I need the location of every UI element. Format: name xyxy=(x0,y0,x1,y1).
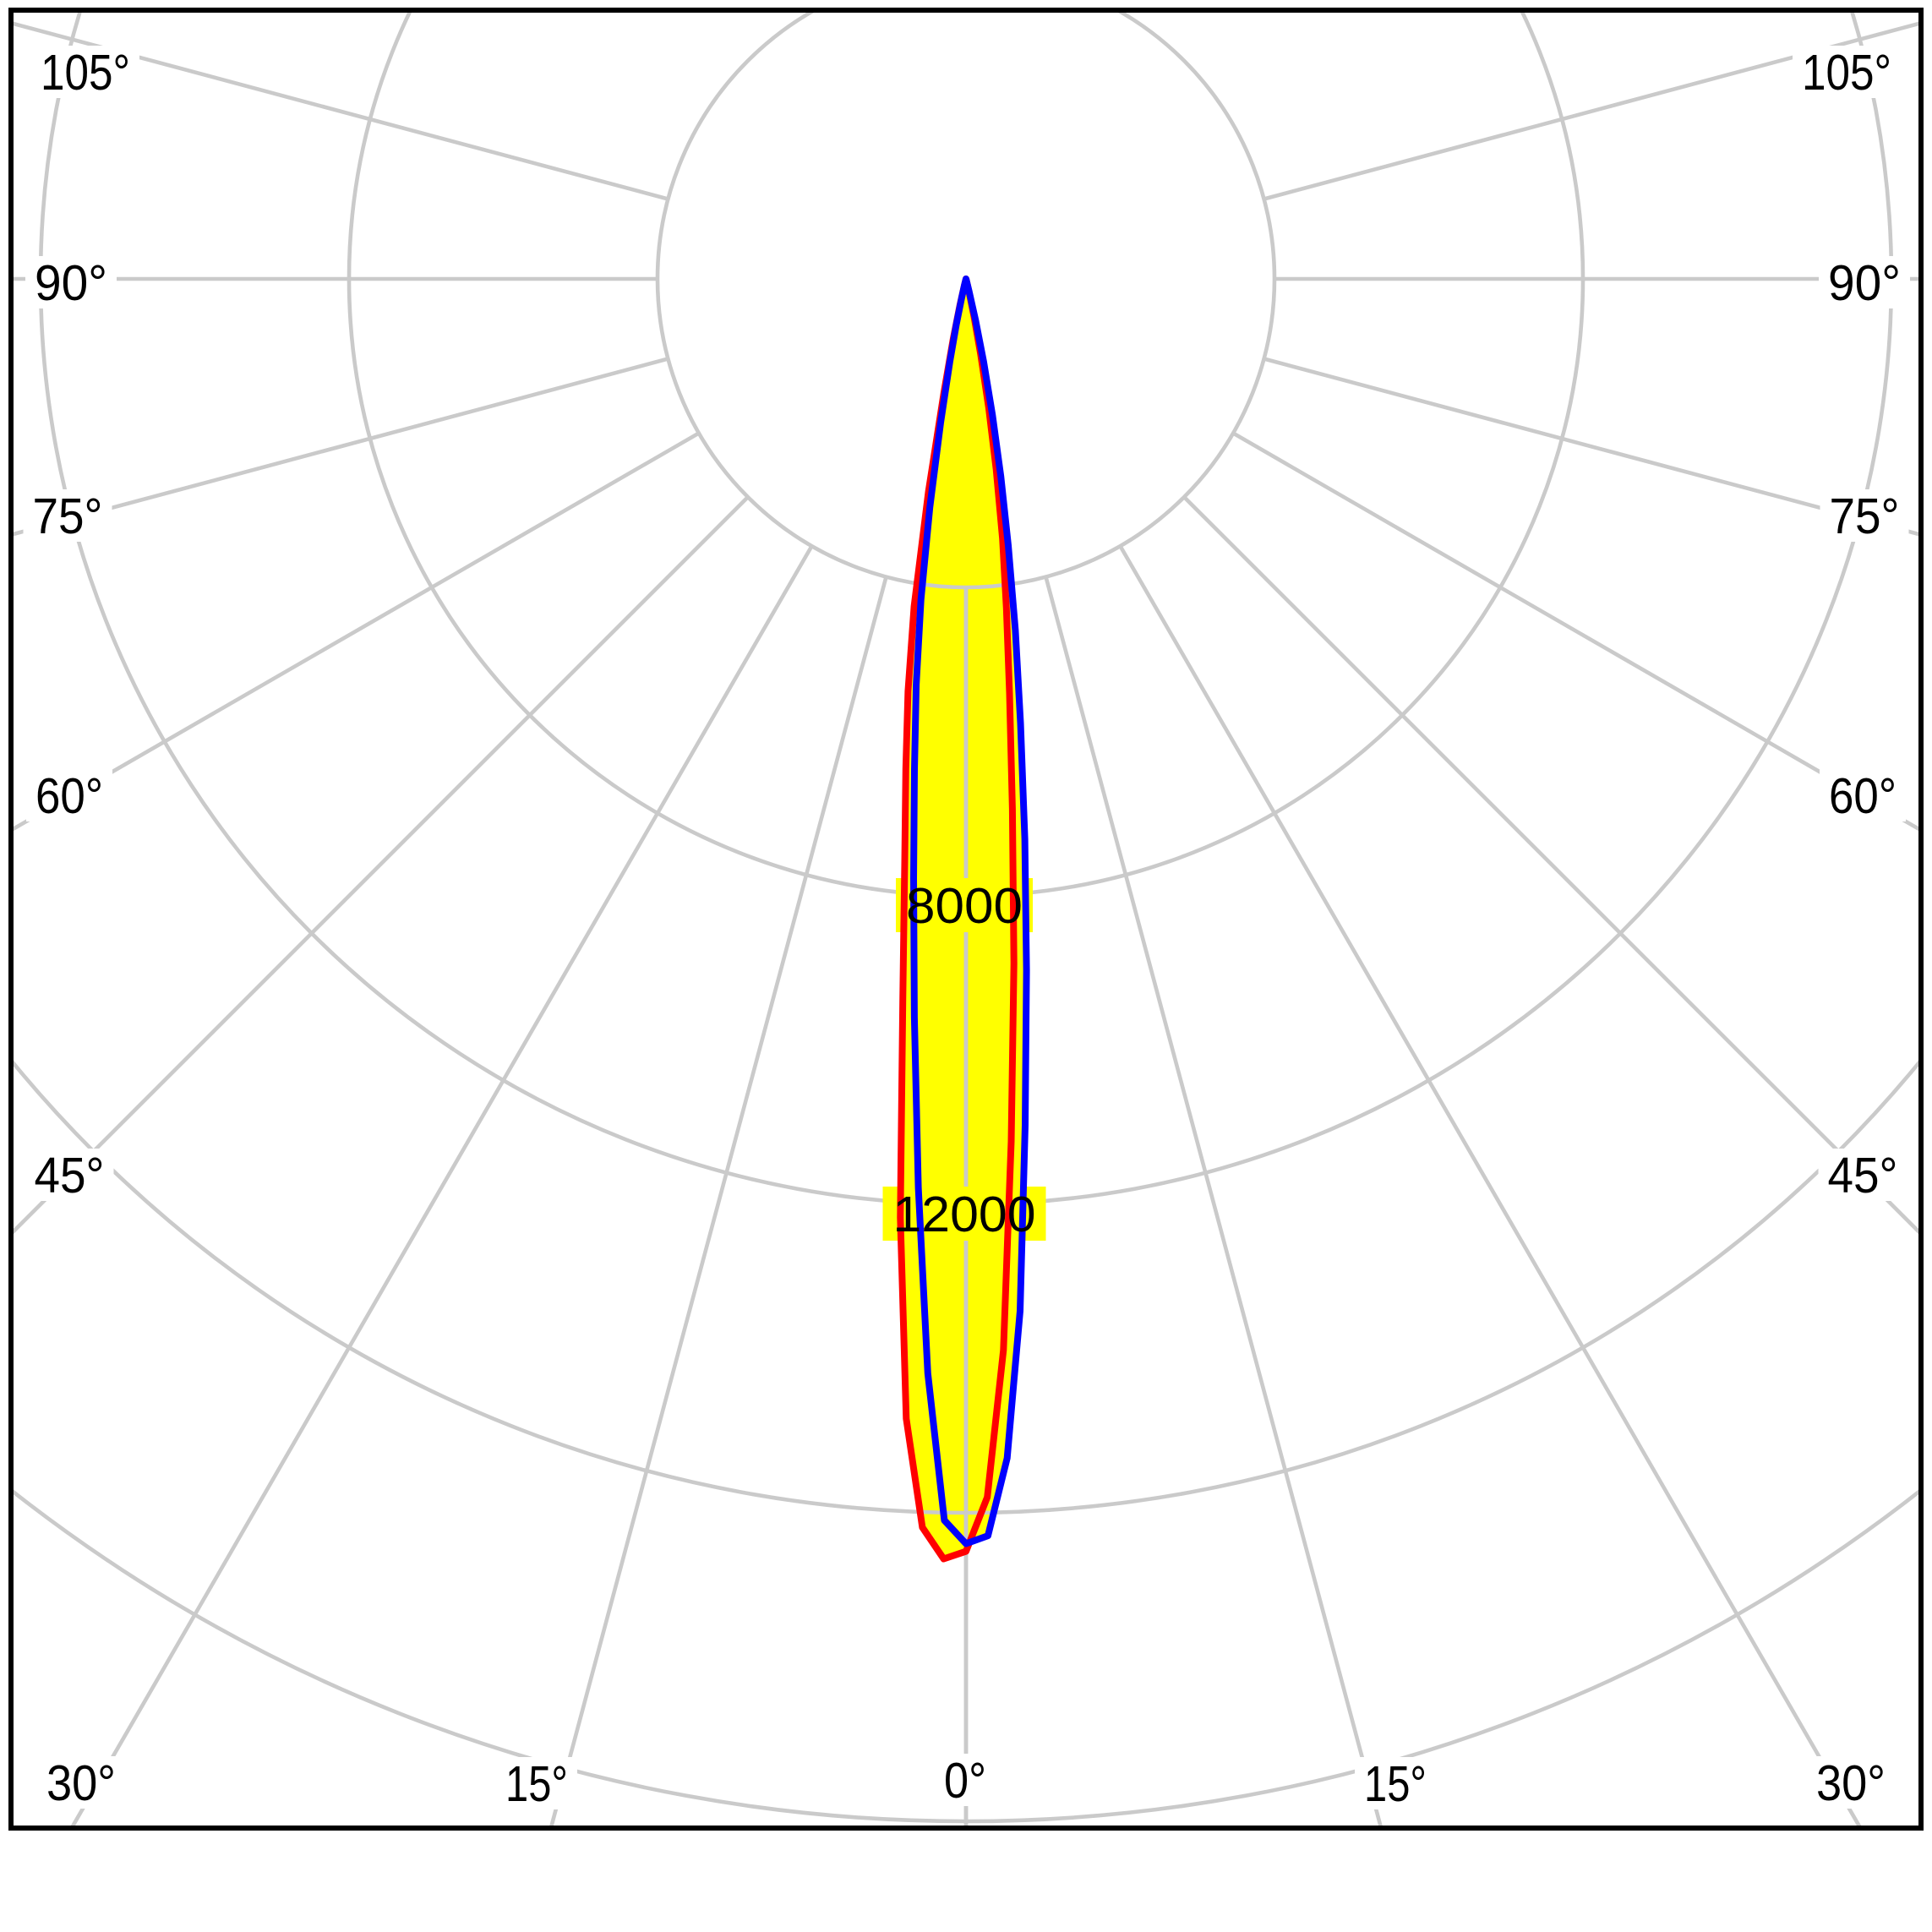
radial-line-15-left xyxy=(548,576,888,1828)
angle-label-box xyxy=(1818,1149,1907,1201)
angle-label: 105° xyxy=(41,45,130,101)
angle-label: 90° xyxy=(35,255,107,311)
angle-label-box xyxy=(1807,1756,1895,1809)
angle-label-box xyxy=(23,489,112,542)
radial-line-75-right xyxy=(1263,357,1921,538)
angle-label: 45° xyxy=(35,1148,105,1203)
radial-line-60-left xyxy=(11,431,701,833)
radial-line-30-left xyxy=(69,544,814,1828)
angle-label: 75° xyxy=(33,488,103,544)
radial-line-15-right xyxy=(1044,576,1384,1828)
angle-label-box xyxy=(1793,46,1901,98)
angle-label-box xyxy=(26,769,112,821)
angle-label: 0° xyxy=(944,1753,986,1809)
angle-label: 105° xyxy=(1802,45,1891,101)
angle-label-box xyxy=(1355,1757,1436,1809)
radial-line-45-right xyxy=(1182,495,1921,1237)
ring-value-label: 12000 xyxy=(893,1187,1036,1242)
angle-label: 15° xyxy=(1364,1756,1427,1812)
angle-label: 30° xyxy=(1816,1755,1886,1811)
radial-line-60-right xyxy=(1231,431,1921,833)
ring-value-label: 8000 xyxy=(906,878,1023,934)
angle-label: 45° xyxy=(1828,1148,1898,1203)
ring-label-box xyxy=(882,1187,1046,1241)
radial-line-30-right xyxy=(1118,544,1863,1828)
angle-label: 60° xyxy=(1829,768,1897,824)
angle-label-box xyxy=(935,1754,996,1806)
radial-line-105-right xyxy=(1263,20,1921,201)
angle-label-box xyxy=(31,46,139,98)
angle-label-box xyxy=(1819,256,1910,308)
angle-label-box xyxy=(37,1756,125,1809)
angle-label-box xyxy=(1820,489,1909,542)
angle-label-box xyxy=(1820,769,1906,821)
angle-label: 60° xyxy=(35,768,103,824)
angle-label: 15° xyxy=(505,1756,568,1812)
angle-label-box xyxy=(496,1757,577,1809)
angle-label: 30° xyxy=(46,1755,116,1811)
plot-frame xyxy=(8,8,1924,1831)
curve-c90-c270 xyxy=(910,276,1030,1547)
radial-line-105-left xyxy=(11,20,669,201)
radial-line-45-left xyxy=(11,495,750,1237)
angle-label-box xyxy=(25,256,117,308)
angle-label-box xyxy=(25,1149,114,1201)
angle-label: 75° xyxy=(1830,488,1900,544)
angle-label: 90° xyxy=(1828,255,1901,311)
radial-line-75-left xyxy=(11,357,669,538)
